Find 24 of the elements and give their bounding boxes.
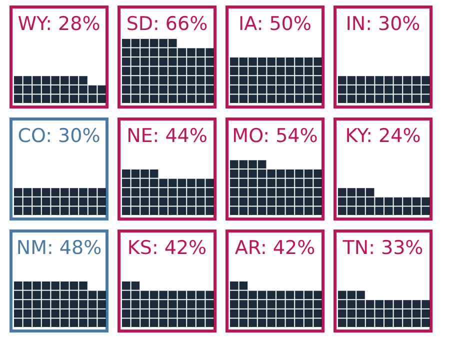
data-label: 48% [59,237,102,259]
text: NE: [126,125,160,147]
text: TN: [342,237,375,259]
data-label: 66% [165,13,208,35]
data-label: 28% [58,13,100,35]
data-label: 30% [58,125,100,147]
data-label: 42% [164,237,207,259]
text: SD: [126,13,160,35]
data-label: 54% [276,125,318,147]
text: MO: [232,125,270,147]
data-label: 44% [165,125,208,147]
text: CO: [18,125,52,147]
data-label: 24% [378,125,421,147]
data-label: 33% [381,237,424,259]
data-label: 42% [272,237,316,259]
data-label: 30% [378,13,420,35]
text: IN: [346,13,372,35]
text: KS: [127,237,158,259]
text: WY: [18,13,52,35]
text: KY: [345,125,373,147]
data-label: 50% [269,13,312,35]
text: AR: [234,237,267,259]
text: NM: [16,237,54,259]
text: IA: [238,13,264,35]
